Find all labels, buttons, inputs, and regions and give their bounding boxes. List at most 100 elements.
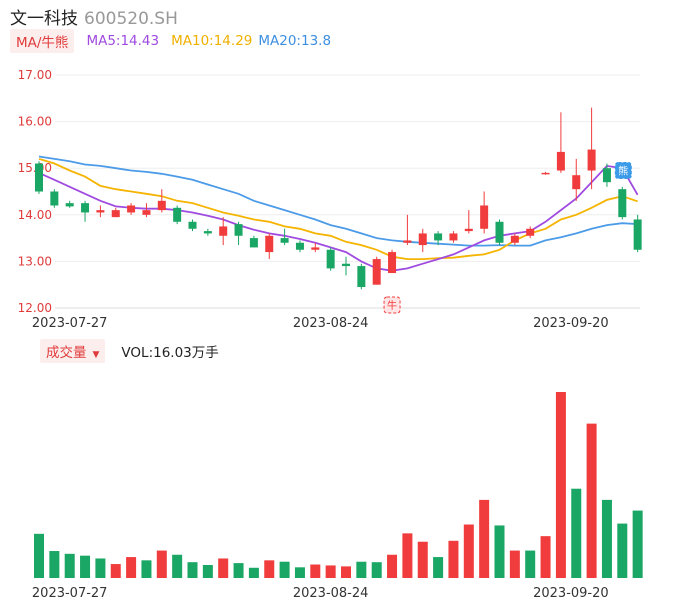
volume-bar — [617, 523, 628, 578]
candle-body — [480, 205, 489, 229]
volume-legend: 成交量 ▼ VOL:16.03万手 — [40, 339, 219, 363]
ma5-line — [38, 164, 639, 272]
caret-down-icon: ▼ — [92, 350, 100, 360]
ma20-line — [38, 155, 638, 247]
volume-x-tick-label: 2023-08-24 — [293, 586, 369, 601]
candle-body — [234, 224, 243, 236]
candle-body — [96, 210, 105, 213]
volume-bar — [294, 567, 305, 578]
candle-body — [357, 266, 366, 288]
price-tick-label: 13.00 — [18, 254, 52, 268]
candle-body — [311, 247, 320, 250]
candle-body — [81, 203, 90, 213]
volume-bar — [80, 555, 91, 578]
candle-body — [65, 203, 74, 207]
price-tick-label: 16.00 — [18, 115, 52, 129]
volume-bar — [494, 525, 505, 578]
candle-body — [418, 233, 427, 246]
price-x-tick-label: 2023-09-20 — [533, 316, 609, 331]
candle-body — [449, 233, 458, 241]
candle-body — [142, 210, 151, 215]
candle-body — [111, 210, 120, 218]
volume-bar — [187, 562, 198, 578]
volume-bar — [341, 566, 351, 578]
candle-body — [464, 228, 473, 232]
candle-body — [265, 235, 274, 253]
volume-bar — [402, 533, 413, 578]
ma20-label: MA20:13.8 — [258, 33, 332, 49]
volume-bar — [218, 558, 229, 578]
volume-bar — [417, 541, 428, 578]
ma10-line — [38, 158, 638, 261]
volume-dropdown-label: 成交量 — [46, 345, 87, 361]
stock-title: 文一科技 600520.SH — [10, 4, 178, 29]
volume-bar — [540, 536, 551, 578]
volume-x-tick-label: 2023-07-27 — [32, 586, 108, 601]
volume-bar — [248, 567, 259, 578]
ma-toggle-button[interactable]: MA/牛熊 — [10, 29, 75, 53]
volume-bar — [49, 551, 60, 578]
volume-bar — [233, 563, 244, 578]
candle-body — [203, 231, 212, 234]
ma5-label: MA5:14.43 — [86, 33, 160, 49]
price-tick-label: 14.00 — [18, 208, 52, 222]
volume-bar — [555, 392, 566, 578]
volume-dropdown-button[interactable]: 成交量 ▼ — [40, 339, 106, 363]
bear-marker-icon — [614, 162, 632, 180]
volume-bar — [433, 557, 444, 578]
candle-body — [280, 238, 289, 243]
volume-bar — [126, 557, 137, 578]
volume-bar — [448, 540, 459, 578]
candle-body — [572, 175, 581, 190]
candle-body — [541, 172, 550, 175]
volume-bar — [325, 565, 336, 578]
volume-bar — [110, 564, 121, 578]
bear-marker-label: 熊 — [618, 165, 628, 178]
volume-bar — [141, 560, 152, 578]
volume-bar — [34, 533, 44, 578]
candle-body — [602, 168, 611, 183]
bull-marker-label: 牛 — [387, 299, 397, 312]
volume-bar — [509, 550, 520, 578]
candle-body — [326, 249, 335, 269]
candle-body — [510, 235, 519, 243]
volume-bar — [156, 550, 167, 578]
candle-body — [157, 200, 166, 211]
volume-bar — [479, 499, 490, 578]
price-x-tick-label: 2023-08-24 — [293, 316, 369, 331]
candle-body — [495, 221, 504, 243]
volume-bar — [571, 488, 582, 578]
volume-bar — [601, 499, 612, 578]
candle-body — [526, 228, 535, 236]
volume-bar — [310, 564, 321, 578]
candle-body — [556, 151, 565, 171]
volume-bar — [463, 524, 474, 578]
candle-body — [295, 242, 304, 250]
bull-marker-icon — [383, 296, 401, 314]
candle-body — [434, 233, 443, 241]
candle-body — [249, 238, 258, 248]
candle-body — [35, 163, 43, 192]
candle-body — [388, 252, 397, 274]
price-x-tick-label: 2023-07-27 — [32, 316, 108, 331]
price-tick-label: 15.00 — [18, 161, 52, 175]
volume-bar — [525, 550, 536, 578]
volume-bar — [64, 553, 75, 578]
candle-body — [173, 207, 182, 222]
volume-bar — [371, 562, 382, 578]
candle-body — [372, 259, 381, 285]
candle-body — [633, 219, 642, 250]
volume-bar — [172, 554, 183, 578]
volume-bar — [264, 560, 275, 578]
volume-value: VOL:16.03万手 — [121, 345, 219, 361]
ma10-label: MA10:14.29 — [171, 33, 253, 49]
volume-bar — [632, 510, 643, 578]
candle-body — [188, 221, 197, 229]
stock-code: 600520.SH — [84, 9, 178, 29]
stock-name: 文一科技 — [10, 9, 78, 29]
candle-body — [587, 149, 596, 171]
ma-legend: MA/牛熊 MA5:14.43 MA10:14.29 MA20:13.8 — [10, 29, 331, 53]
volume-bar — [202, 564, 213, 578]
price-tick-label: 12.00 — [18, 301, 52, 315]
